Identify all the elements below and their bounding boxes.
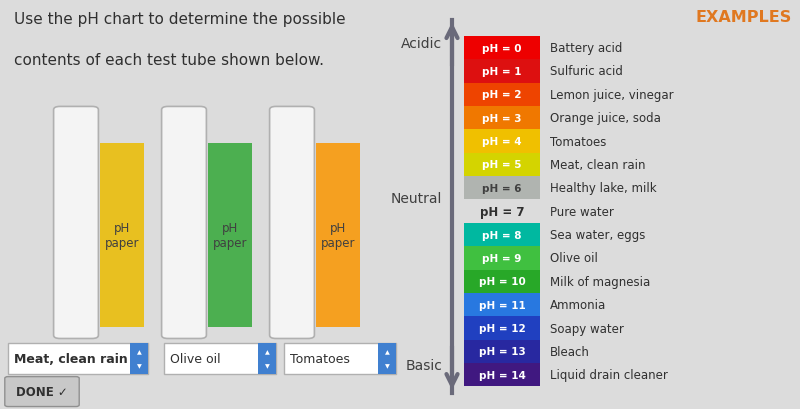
FancyBboxPatch shape (270, 107, 314, 339)
Text: pH = 3: pH = 3 (482, 113, 522, 124)
Bar (464, 130, 540, 153)
Bar (464, 223, 540, 247)
Text: contents of each test tube shown below.: contents of each test tube shown below. (14, 53, 325, 68)
Text: pH = 9: pH = 9 (482, 253, 522, 263)
Text: DONE ✓: DONE ✓ (16, 385, 68, 398)
Text: pH = 11: pH = 11 (478, 300, 526, 310)
Text: Sulfuric acid: Sulfuric acid (550, 65, 622, 78)
Text: pH = 2: pH = 2 (482, 90, 522, 100)
Text: Olive oil: Olive oil (550, 252, 598, 265)
Text: pH = 8: pH = 8 (482, 230, 522, 240)
FancyBboxPatch shape (162, 107, 206, 339)
Text: Meat, clean rain: Meat, clean rain (550, 159, 645, 171)
Text: Neutral: Neutral (391, 191, 442, 205)
Text: ▲: ▲ (385, 350, 390, 355)
Bar (464, 107, 540, 130)
Text: pH = 13: pH = 13 (478, 346, 526, 357)
Text: pH = 0: pH = 0 (482, 43, 522, 54)
Bar (208, 143, 252, 327)
FancyBboxPatch shape (54, 107, 98, 339)
Bar (258, 344, 276, 374)
Text: pH = 10: pH = 10 (478, 276, 526, 287)
Bar (464, 60, 540, 83)
Text: Sea water, eggs: Sea water, eggs (550, 229, 645, 241)
Bar (464, 270, 540, 293)
Text: pH = 4: pH = 4 (482, 137, 522, 147)
Bar (464, 153, 540, 177)
Text: ▲: ▲ (265, 350, 270, 355)
Text: Tomatoes: Tomatoes (290, 353, 350, 365)
Text: pH = 6: pH = 6 (482, 183, 522, 193)
Text: EXAMPLES: EXAMPLES (696, 10, 792, 25)
Bar (8, 344, 148, 374)
Text: Pure water: Pure water (550, 205, 614, 218)
Text: Tomatoes: Tomatoes (550, 135, 606, 148)
Text: Olive oil: Olive oil (170, 353, 221, 365)
Bar (378, 344, 396, 374)
Text: Use the pH chart to determine the possible: Use the pH chart to determine the possib… (14, 12, 346, 27)
Text: pH
paper: pH paper (321, 221, 355, 249)
Bar (464, 340, 540, 363)
Text: Milk of magnesia: Milk of magnesia (550, 275, 650, 288)
Text: Meat, clean rain: Meat, clean rain (14, 353, 128, 365)
Bar (464, 247, 540, 270)
Text: Battery acid: Battery acid (550, 42, 622, 55)
Text: ▲: ▲ (137, 350, 142, 355)
Text: pH
paper: pH paper (105, 221, 139, 249)
Text: pH
paper: pH paper (213, 221, 247, 249)
Bar (316, 143, 360, 327)
Text: pH = 5: pH = 5 (482, 160, 522, 170)
Text: Ammonia: Ammonia (550, 299, 606, 311)
Text: pH = 12: pH = 12 (478, 323, 526, 333)
Text: Basic: Basic (406, 358, 442, 372)
Bar (164, 344, 276, 374)
Bar (464, 83, 540, 107)
Bar (464, 37, 540, 60)
Bar (464, 317, 540, 340)
Text: ▼: ▼ (265, 363, 270, 368)
Text: Bleach: Bleach (550, 345, 590, 358)
Bar (464, 293, 540, 317)
Bar (130, 344, 148, 374)
Bar (100, 143, 144, 327)
Text: Soapy water: Soapy water (550, 322, 623, 335)
Text: pH = 14: pH = 14 (478, 370, 526, 380)
FancyBboxPatch shape (5, 377, 79, 407)
Bar (464, 177, 540, 200)
Bar (284, 344, 396, 374)
Text: Lemon juice, vinegar: Lemon juice, vinegar (550, 89, 674, 101)
Text: pH = 7: pH = 7 (480, 205, 524, 218)
Text: Liquid drain cleaner: Liquid drain cleaner (550, 369, 667, 381)
Text: Acidic: Acidic (402, 37, 442, 51)
Text: ▼: ▼ (385, 363, 390, 368)
Text: ▼: ▼ (137, 363, 142, 368)
Text: Healthy lake, milk: Healthy lake, milk (550, 182, 656, 195)
Text: Orange juice, soda: Orange juice, soda (550, 112, 661, 125)
Bar (464, 363, 540, 387)
Text: pH = 1: pH = 1 (482, 67, 522, 77)
